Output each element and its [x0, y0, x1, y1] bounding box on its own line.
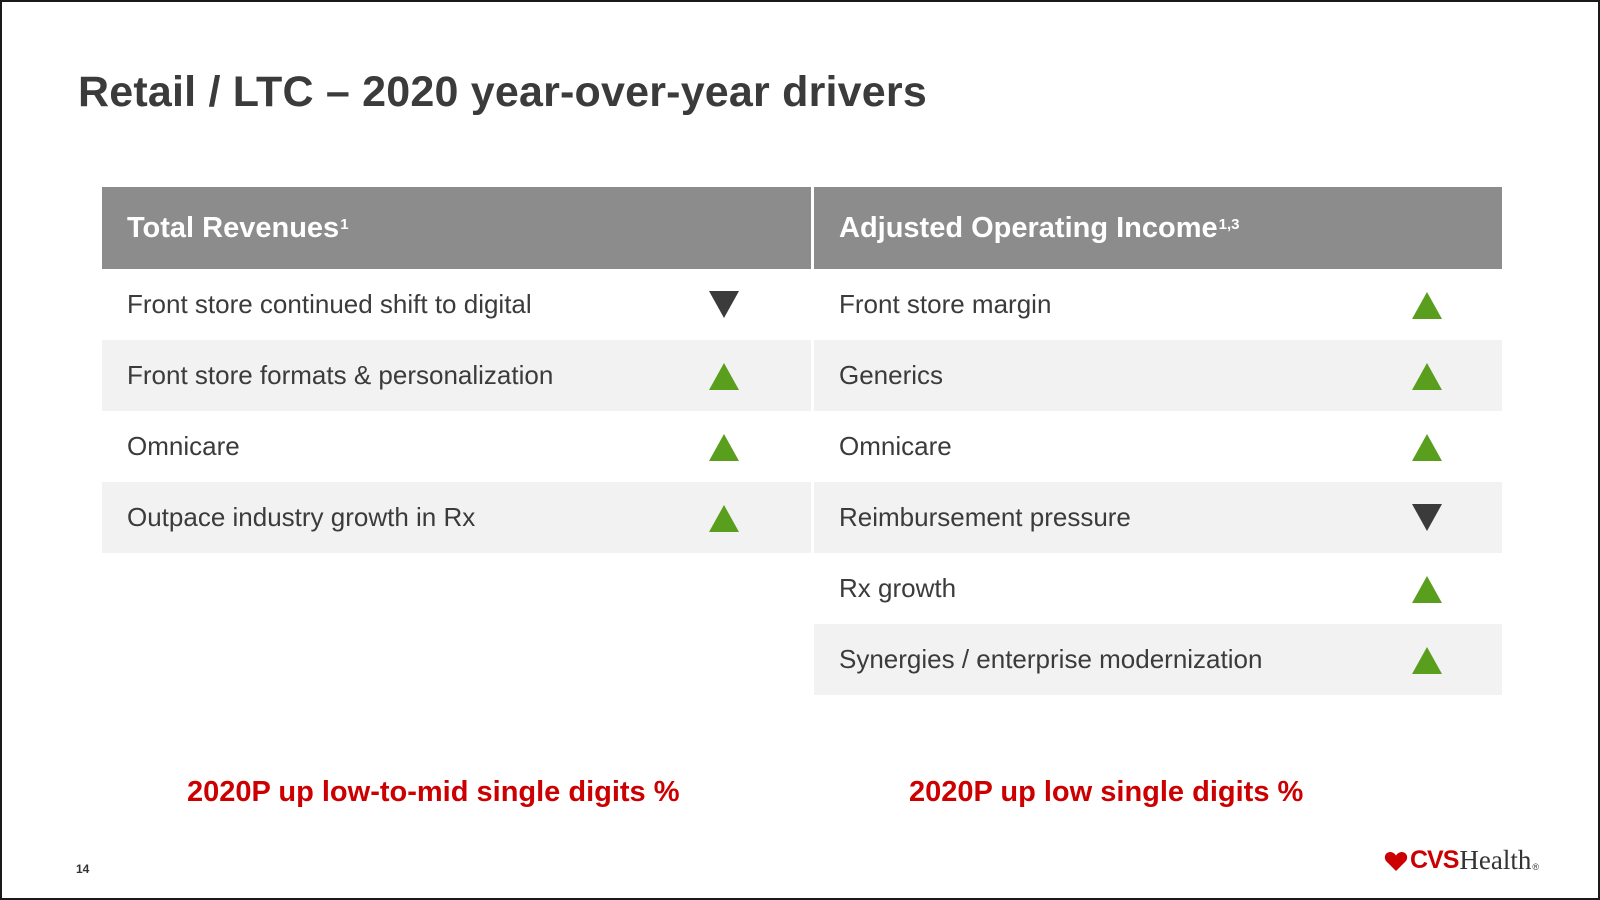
- up-arrow-icon: [1411, 361, 1443, 391]
- driver-row: Rx growth: [814, 553, 1502, 624]
- driver-label: Rx growth: [839, 573, 957, 603]
- driver-label: Outpace industry growth in Rx: [127, 502, 476, 532]
- driver-row: Outpace industry growth in Rx: [102, 482, 811, 553]
- driver-row: Omnicare: [102, 411, 811, 482]
- total-revenues-rows: Front store continued shift to digital Fr…: [102, 269, 811, 553]
- down-arrow-icon: [1411, 503, 1443, 533]
- logo-registered-mark: ®: [1532, 862, 1540, 872]
- driver-row: Synergies / enterprise modernization: [814, 624, 1502, 695]
- revenue-guidance: 2020P up low-to-mid single digits %: [187, 776, 680, 808]
- down-arrow-icon: [708, 290, 740, 320]
- total-revenues-column: Total Revenues 1 Front store continued sh…: [102, 187, 811, 553]
- driver-label: Synergies / enterprise modernization: [839, 644, 1263, 674]
- driver-row: Front store continued shift to digital: [102, 269, 811, 340]
- driver-label: Reimbursement pressure: [839, 502, 1131, 532]
- up-arrow-icon: [1411, 645, 1443, 675]
- adjusted-operating-income-column: Adjusted Operating Income 1,3 Front store…: [814, 187, 1502, 695]
- logo-brand: CVS: [1410, 846, 1459, 874]
- driver-row: Omnicare: [814, 411, 1502, 482]
- up-arrow-icon: [1411, 290, 1443, 320]
- adjusted-operating-income-header: Adjusted Operating Income 1,3: [814, 187, 1502, 269]
- driver-row: Generics: [814, 340, 1502, 411]
- up-arrow-icon: [1411, 432, 1443, 462]
- up-arrow-icon: [708, 432, 740, 462]
- driver-label: Front store margin: [839, 289, 1052, 319]
- driver-row: Front store margin: [814, 269, 1502, 340]
- up-arrow-icon: [708, 503, 740, 533]
- operating-income-guidance: 2020P up low single digits %: [909, 776, 1304, 808]
- driver-row: Reimbursement pressure: [814, 482, 1502, 553]
- page-number: 14: [76, 862, 90, 876]
- header-footnote-ref: 1: [340, 215, 349, 233]
- up-arrow-icon: [708, 361, 740, 391]
- page-title: Retail / LTC – 2020 year-over-year drive…: [78, 68, 927, 116]
- header-label: Adjusted Operating Income: [839, 211, 1218, 244]
- header-label: Total Revenues: [127, 211, 340, 244]
- driver-row: Front store formats & personalization: [102, 340, 811, 411]
- driver-label: Omnicare: [127, 431, 240, 461]
- cvs-health-logo: CVS Health ®: [1384, 845, 1539, 876]
- driver-label: Front store formats & personalization: [127, 360, 554, 390]
- total-revenues-header: Total Revenues 1: [102, 187, 811, 269]
- driver-label: Generics: [839, 360, 944, 390]
- adjusted-operating-income-rows: Front store margin Generics Omnicare Reimbu…: [814, 269, 1502, 695]
- up-arrow-icon: [1411, 574, 1443, 604]
- driver-label: Omnicare: [839, 431, 952, 461]
- driver-label: Front store continued shift to digital: [127, 289, 532, 319]
- heart-icon: [1384, 851, 1408, 871]
- header-footnote-ref: 1,3: [1218, 215, 1240, 233]
- logo-suffix: Health: [1459, 845, 1532, 875]
